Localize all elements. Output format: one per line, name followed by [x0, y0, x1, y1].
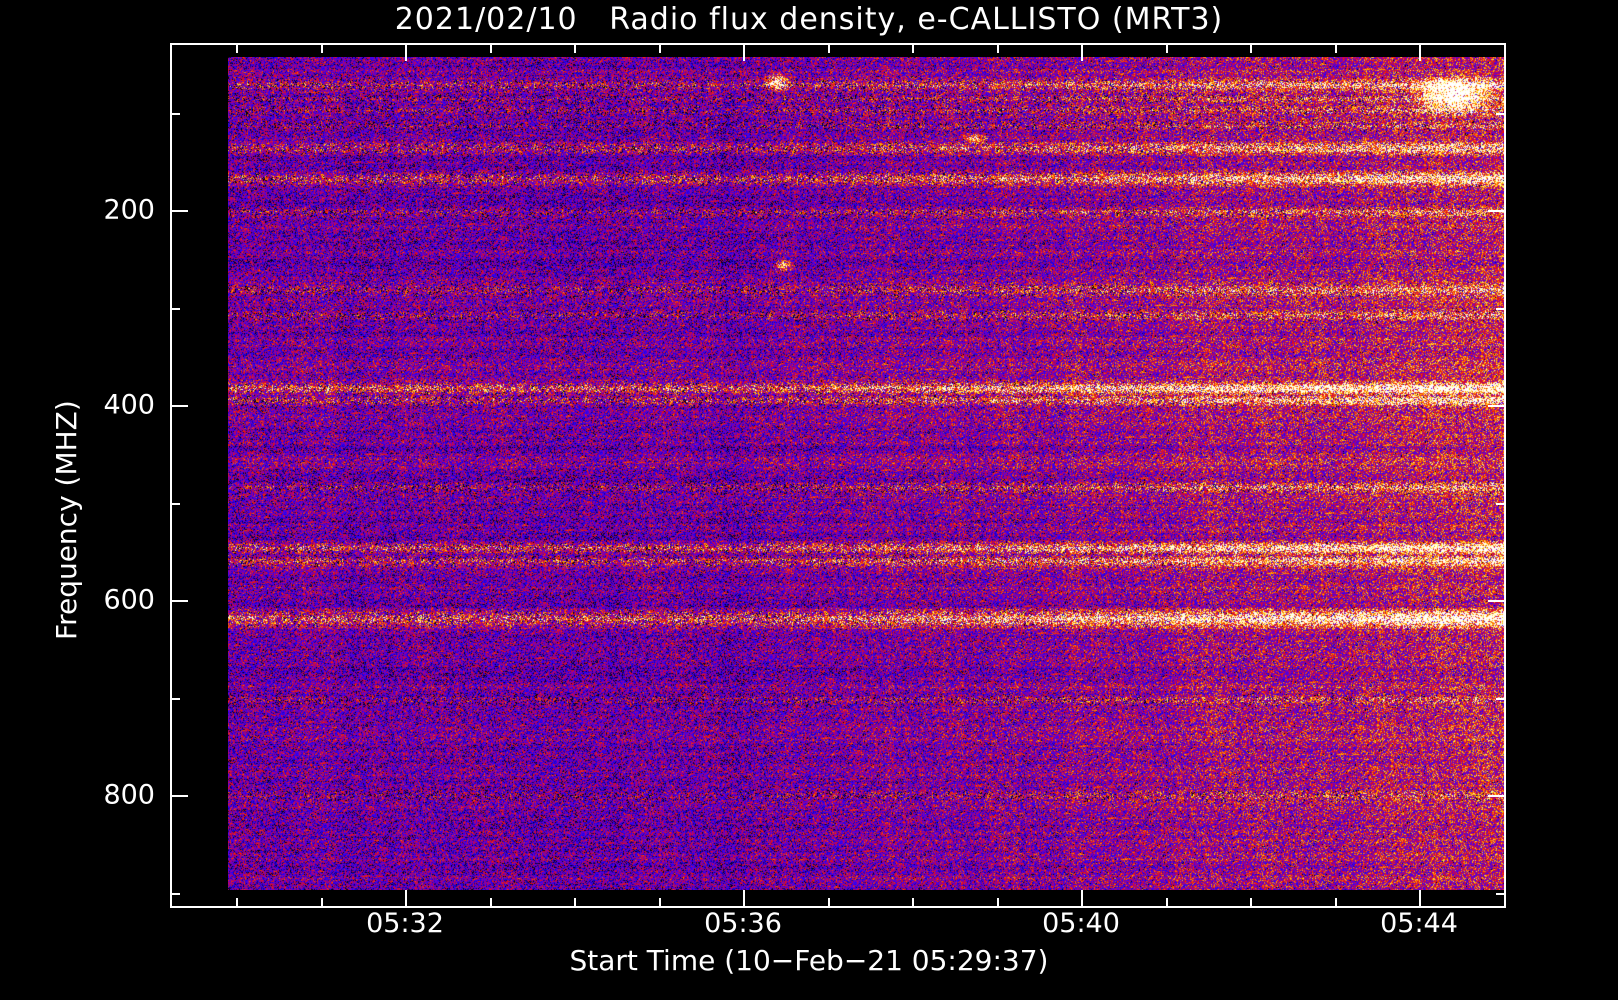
x-minor-tick-top	[1250, 43, 1252, 53]
y-major-tick	[170, 600, 188, 602]
x-major-tick-top	[405, 43, 407, 61]
x-major-tick-top	[743, 43, 745, 61]
x-major-tick	[405, 890, 407, 908]
y-major-tick-right	[1488, 405, 1506, 407]
y-tick-label: 800	[103, 779, 155, 811]
x-minor-tick	[658, 898, 661, 908]
x-minor-tick-top	[1165, 43, 1168, 53]
x-minor-tick	[827, 898, 830, 908]
y-major-tick	[170, 210, 188, 212]
x-tick-label: 05:40	[1042, 908, 1120, 939]
y-major-tick	[170, 795, 188, 797]
spectrogram-image	[228, 57, 1504, 890]
x-tick-label: 05:44	[1380, 908, 1458, 939]
x-major-tick	[1081, 890, 1083, 908]
y-major-tick	[170, 405, 188, 407]
y-minor-tick-right	[1496, 502, 1506, 505]
y-minor-tick	[170, 307, 180, 310]
y-major-tick-right	[1488, 795, 1506, 797]
x-axis-title: Start Time (10−Feb−21 05:29:37)	[569, 944, 1049, 977]
y-minor-tick-right	[1496, 112, 1506, 115]
y-minor-tick-right	[1496, 307, 1506, 310]
y-tick-label: 600	[103, 584, 155, 616]
x-major-tick-top	[1081, 43, 1083, 61]
x-minor-tick-top	[1503, 43, 1506, 53]
x-major-tick	[743, 890, 745, 908]
x-minor-tick	[320, 898, 323, 908]
y-tick-label: 200	[103, 194, 155, 226]
x-minor-tick-top	[827, 43, 830, 53]
y-axis-title: Frequency (MHZ)	[50, 400, 83, 640]
x-minor-tick-top	[574, 43, 576, 53]
y-major-tick-right	[1488, 210, 1506, 212]
x-major-tick-top	[1419, 43, 1421, 61]
page-title: 2021/02/10 Radio flux density, e-CALLIST…	[394, 2, 1224, 37]
x-minor-tick	[1250, 898, 1252, 908]
x-minor-tick	[1165, 898, 1168, 908]
x-minor-tick	[489, 898, 492, 908]
y-major-tick-right	[1488, 600, 1506, 602]
y-minor-tick-right	[1496, 697, 1506, 700]
y-tick-label: 400	[103, 389, 155, 421]
x-tick-label: 05:36	[704, 908, 782, 939]
x-minor-tick-top	[320, 43, 323, 53]
plot-frame	[170, 43, 1506, 908]
x-tick-label: 05:32	[366, 908, 444, 939]
x-minor-tick-top	[489, 43, 492, 53]
x-minor-tick	[1503, 898, 1506, 908]
x-minor-tick-top	[912, 43, 914, 53]
x-minor-tick-top	[996, 43, 999, 53]
y-minor-tick	[170, 697, 180, 700]
x-minor-tick	[996, 898, 999, 908]
y-minor-tick	[170, 502, 180, 505]
x-minor-tick	[574, 898, 576, 908]
x-minor-tick	[1334, 898, 1337, 908]
x-major-tick	[1419, 890, 1421, 908]
x-minor-tick-top	[1334, 43, 1337, 53]
x-minor-tick	[912, 898, 914, 908]
y-minor-tick	[170, 112, 180, 115]
x-minor-tick-top	[236, 43, 238, 53]
x-minor-tick	[236, 898, 238, 908]
y-minor-tick	[170, 892, 180, 895]
x-minor-tick-top	[658, 43, 661, 53]
y-minor-tick-right	[1496, 892, 1506, 895]
